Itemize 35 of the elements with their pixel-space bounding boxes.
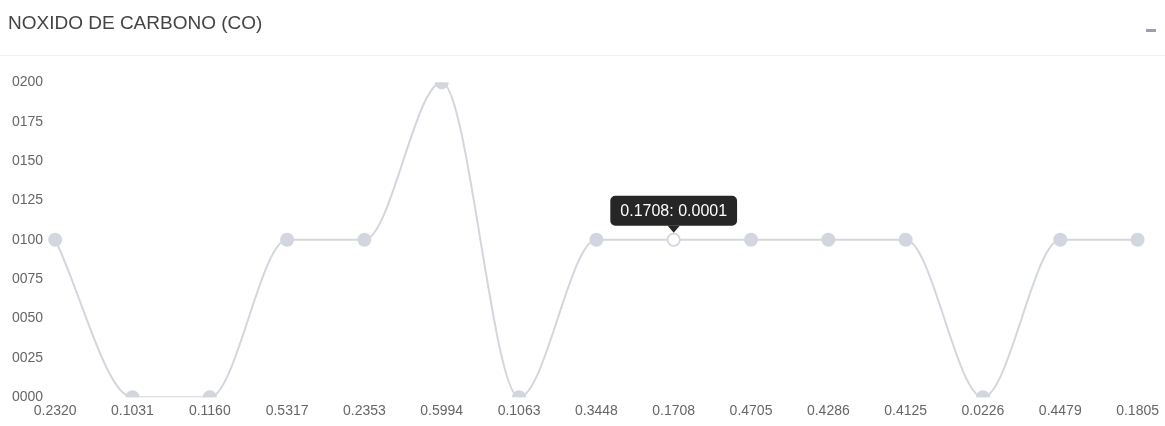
y-tick-label: 0050 [11,309,44,326]
x-tick-label: 0.1031 [111,402,155,419]
point [357,232,372,247]
y-tick-label: 0100 [11,230,44,247]
x-tick-label: 0.2353 [343,402,387,419]
chart-title: NOXIDO DE CARBONO (CO) [8,12,263,34]
y-tick-label: 0075 [11,270,44,287]
x-tick-label: 0.4125 [884,402,928,419]
y-tick-label: 0200 [11,73,44,90]
point [821,232,836,247]
x-tick-label: 0.0226 [961,402,1005,419]
x-tick-label: 0.1160 [188,402,231,419]
x-tick-label: 0.1805 [1116,402,1160,419]
x-tick-label: 0.2320 [33,402,77,419]
point [744,232,758,247]
point [589,232,604,247]
annotation: 0.1708: 0.0001 [620,202,728,220]
x-tick-label: 0.4479 [1038,402,1082,419]
y-tick-label: 0000 [11,388,44,405]
x-tick-label: 0.4286 [806,402,850,419]
y-tick-label: 0025 [11,348,44,365]
point [1053,232,1068,247]
y-tick-label: 0125 [11,191,44,208]
x-tick-label: 0.1708 [652,402,696,419]
point [48,232,63,247]
x-tick-label: 0.5994 [420,402,464,419]
point [898,232,913,247]
point [1130,232,1145,247]
x-tick-label: 0.5317 [265,402,309,419]
x-tick-label: 0.1063 [497,402,541,419]
y-tick-label: 0175 [11,112,44,129]
x-tick-label: 0.3448 [574,402,618,419]
point [280,232,295,247]
y-tick-label: 0150 [11,151,44,168]
x-tick-label: 0.4705 [729,402,773,419]
